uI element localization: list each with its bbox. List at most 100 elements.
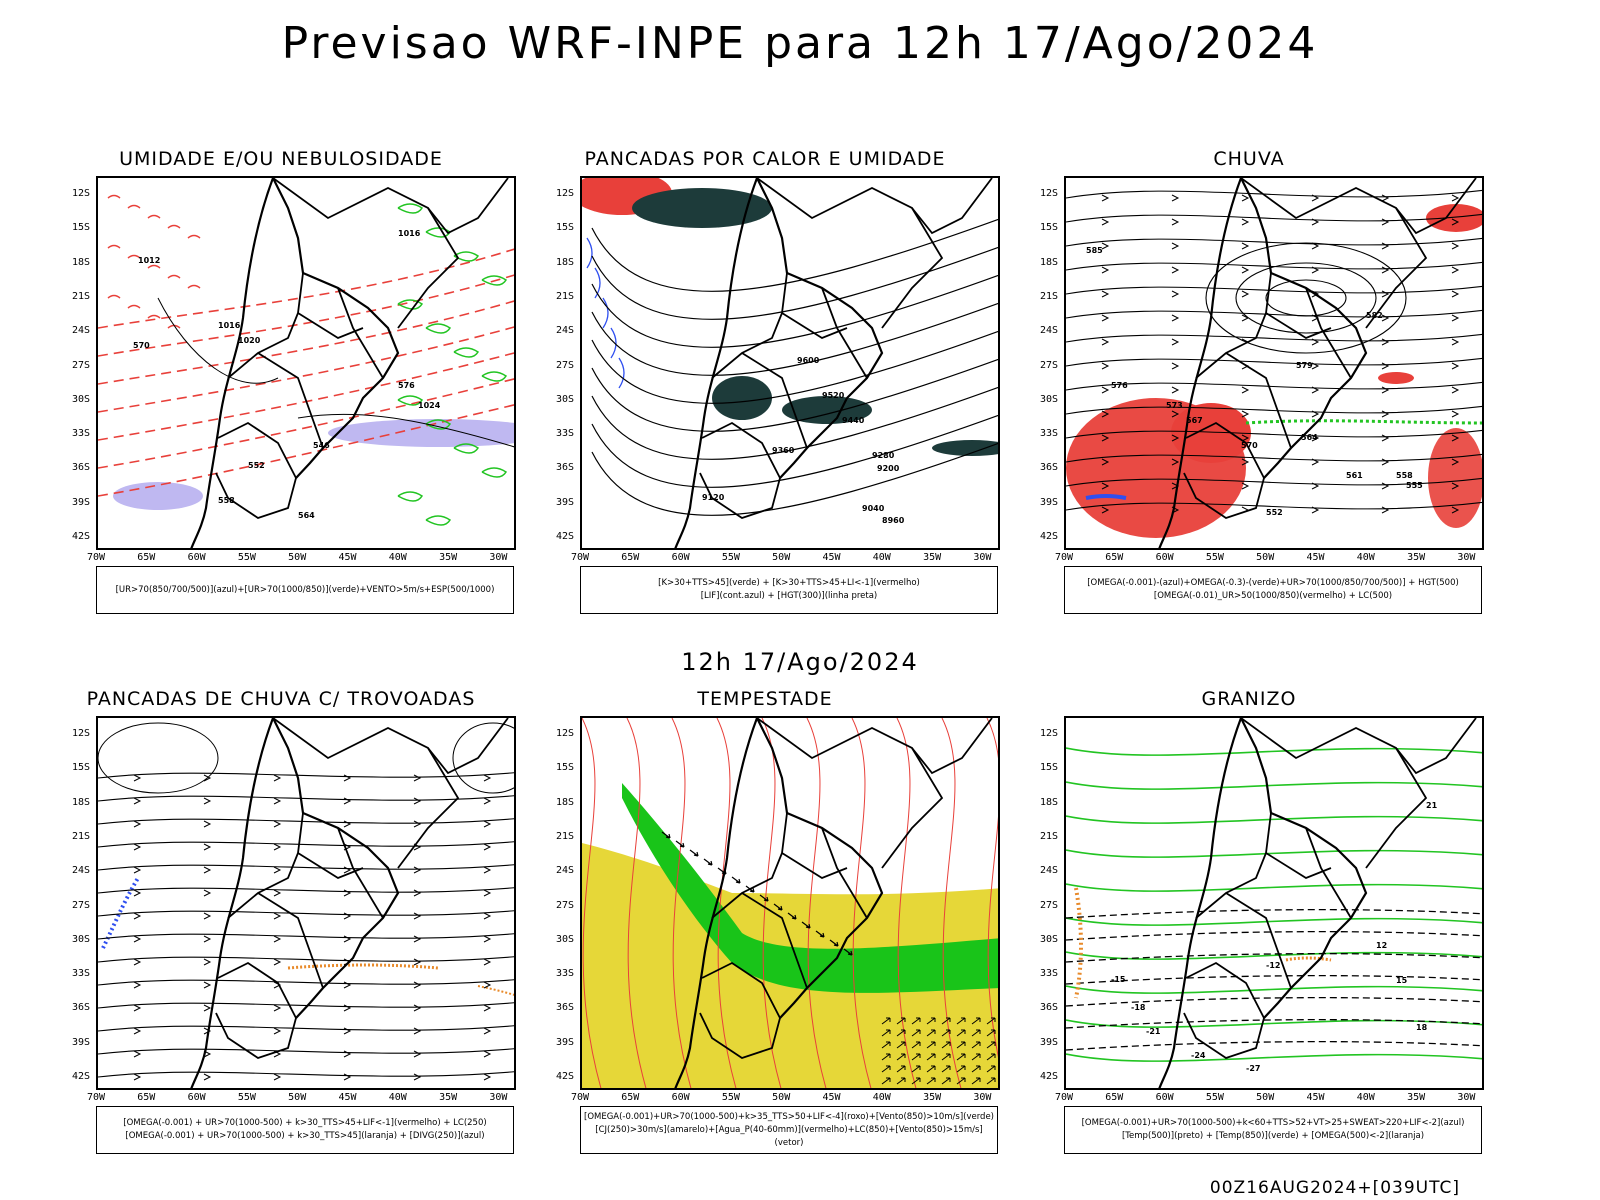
panel-chuva: CHUVA 585 582 579 576 573 570 567 564 561 558 555 55… <box>1014 148 1484 628</box>
streamline <box>1066 189 1482 199</box>
isoline-label: 12 <box>1376 941 1387 950</box>
lon-tick-label: 40W <box>872 1092 891 1103</box>
wind-vector <box>829 939 839 947</box>
wind-arrow <box>1101 506 1110 514</box>
omega-red-area <box>1426 204 1482 232</box>
temp500-contour <box>1066 1018 1482 1029</box>
map-svg: 9600 9520 9440 9360 9280 9200 9120 9040 8960 <box>582 178 998 548</box>
lon-tick-label: 50W <box>772 1092 791 1103</box>
map-outlines <box>674 718 993 1088</box>
wind-arrow <box>1381 362 1390 370</box>
lat-tick-label: 15S <box>71 222 90 234</box>
state-border <box>215 961 297 1059</box>
wind-vector <box>896 1065 906 1073</box>
wind-vector <box>986 1053 996 1061</box>
isoline-label: 579 <box>1296 361 1313 370</box>
isoline-label: 564 <box>1301 433 1318 442</box>
coastline <box>674 718 759 1088</box>
isoline-label: 15 <box>1396 976 1408 985</box>
wind-vector <box>956 1053 966 1061</box>
streamline <box>98 1025 514 1032</box>
state-border <box>1183 421 1265 519</box>
humidity-green-contour <box>397 203 424 214</box>
lc850-streamline <box>851 718 872 1088</box>
wind-vector <box>941 1053 951 1061</box>
wind-arrow <box>1381 434 1390 442</box>
hgt500-contour <box>1235 262 1377 334</box>
wind-vector <box>787 912 797 920</box>
wind-arrow <box>1451 458 1460 466</box>
wind-arrow <box>273 889 282 897</box>
wind-arrow <box>413 1027 422 1035</box>
state-border <box>337 287 384 379</box>
wind-arrow <box>413 774 422 782</box>
red-contour <box>147 314 161 319</box>
wind-arrow <box>1171 194 1180 202</box>
wind-arrow <box>483 797 492 805</box>
wind-arrow <box>1311 338 1320 346</box>
streamline <box>98 1002 514 1009</box>
wind-arrow <box>273 958 282 966</box>
lat-tick-label: 36S <box>71 462 90 474</box>
legend-line: [K>30+TTS>45](verde) + [K>30+TTS>45+LI<-… <box>658 578 920 588</box>
state-border <box>257 892 324 989</box>
divg-blue-area <box>101 876 140 949</box>
streamline <box>1066 381 1482 391</box>
lon-tick-label: 35W <box>1407 552 1426 563</box>
wind-vector <box>911 1041 921 1049</box>
state-border <box>911 718 993 775</box>
panel-tempestade: TEMPESTADE 12S 15S 18S 21S 24S 27S 30S 33S 36S 39S… <box>530 688 1000 1168</box>
wind-arrow <box>1311 242 1320 250</box>
isoline-label: -27 <box>1246 1064 1260 1073</box>
wind-vector <box>971 1017 981 1025</box>
hgt300-contour <box>591 246 998 320</box>
wind-arrow <box>483 843 492 851</box>
wind-vector <box>956 1041 966 1049</box>
wind-arrow <box>343 1004 352 1012</box>
lat-tick-label: 27S <box>555 899 574 911</box>
lon-tick-label: 65W <box>1105 552 1124 563</box>
isoline-label: 570 <box>133 341 150 350</box>
humidity-green-contour <box>397 299 424 310</box>
state-border <box>1225 352 1292 449</box>
wind-vector <box>926 1029 936 1037</box>
streamline <box>1066 237 1482 247</box>
wind-arrow <box>343 866 352 874</box>
wind-arrow <box>1171 410 1180 418</box>
humidity-green-contour <box>425 515 452 526</box>
wind-vector <box>675 840 685 848</box>
lc850-streamline <box>671 718 692 1088</box>
thickness-contour <box>98 378 514 469</box>
wind-arrow <box>413 1050 422 1058</box>
wind-vector <box>896 1041 906 1049</box>
wind-arrow <box>133 1004 142 1012</box>
lat-tick-label: 12S <box>1039 728 1058 739</box>
wind-arrow <box>483 866 492 874</box>
temp850-contour <box>1066 815 1482 824</box>
lon-tick-label: 55W <box>237 552 256 563</box>
wind-vector <box>941 1065 951 1073</box>
wind-arrow <box>413 889 422 897</box>
state-border <box>297 852 364 880</box>
coastline <box>190 718 275 1088</box>
wind-arrow <box>1101 482 1110 490</box>
lon-tick-label: 70W <box>86 1092 106 1103</box>
lat-tick-label: 42S <box>555 531 574 542</box>
wind-arrow <box>133 1073 142 1081</box>
lat-tick-label: 18S <box>555 796 574 808</box>
legend-line: [OMEGA(-0.001)+UR>70(1000-500)+k>35_TTS>… <box>584 1111 994 1122</box>
wind-vector <box>703 858 713 866</box>
state-border <box>1265 852 1332 880</box>
state-border <box>741 352 808 449</box>
wind-arrow <box>133 1050 142 1058</box>
wind-vector <box>926 1053 936 1061</box>
state-border <box>227 812 304 919</box>
wind-arrow <box>273 912 282 920</box>
wind-arrow <box>413 912 422 920</box>
lat-tick-label: 27S <box>71 899 90 911</box>
wind-arrow <box>413 1004 422 1012</box>
lon-tick-label: 40W <box>388 552 407 563</box>
wind-vector <box>911 1077 921 1085</box>
lon-tick-label: 70W <box>1054 1092 1074 1103</box>
